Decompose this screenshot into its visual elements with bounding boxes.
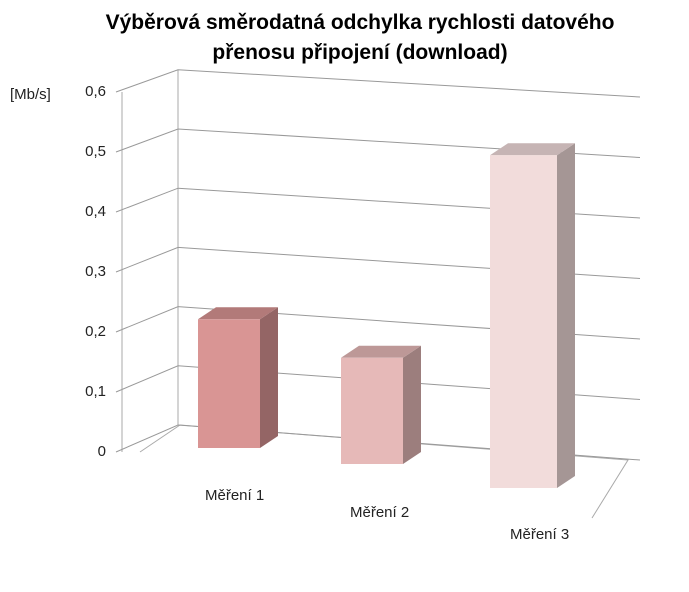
y-tick-label: 0,2 bbox=[85, 323, 106, 340]
y-tick-label: 0,6 bbox=[85, 83, 106, 100]
grid-line bbox=[115, 365, 641, 400]
grid-line bbox=[115, 246, 641, 279]
bar-top bbox=[341, 345, 421, 358]
grid-line bbox=[115, 128, 641, 158]
grid-line bbox=[115, 424, 641, 461]
bar bbox=[341, 357, 403, 464]
y-tick-label: 0,5 bbox=[85, 143, 106, 160]
bar-side bbox=[260, 307, 278, 448]
bar bbox=[198, 319, 260, 448]
bar-top bbox=[490, 143, 575, 156]
bar-side bbox=[557, 143, 575, 488]
y-tick-label: 0,3 bbox=[85, 263, 106, 280]
x-tick-label: Měření 3 bbox=[510, 526, 569, 543]
chart-title: Výběrová směrodatná odchylka rychlosti d… bbox=[105, 11, 615, 64]
y-tick-label: 0,4 bbox=[85, 203, 106, 220]
bar-top bbox=[198, 307, 278, 320]
y-axis-label: [Mb/s] bbox=[10, 86, 51, 103]
grid-line bbox=[115, 187, 641, 219]
y-tick-label: 0 bbox=[98, 443, 106, 460]
grid-line bbox=[115, 69, 641, 98]
y-tick-label: 0,1 bbox=[85, 383, 106, 400]
grid-line bbox=[115, 306, 641, 340]
x-tick-label: Měření 1 bbox=[205, 487, 264, 504]
bar-side bbox=[403, 345, 421, 464]
bar bbox=[490, 155, 557, 488]
x-tick-label: Měření 2 bbox=[350, 504, 409, 521]
